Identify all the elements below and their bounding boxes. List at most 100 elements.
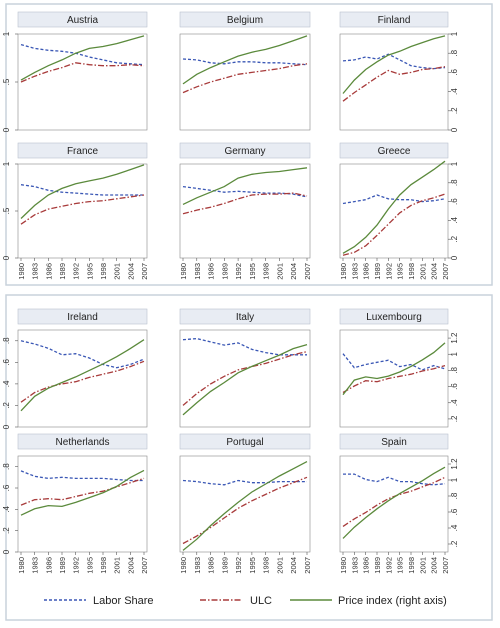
left-tick-label-ireland-1: .2 [2, 402, 11, 409]
plot-area-finland [339, 33, 449, 131]
x-tick-label-portugal-6: 1998 [262, 557, 271, 574]
plot-area-germany [179, 163, 311, 259]
panel-title-strip-luxembourg [339, 308, 449, 325]
panel-title-portugal: Portugal [226, 437, 263, 448]
panel-netherlands: Netherlands 0 .2 .4 .6 .8 1980 1983 1986 1989 1992… [2, 433, 149, 574]
panel-title-strip-spain [339, 433, 449, 450]
x-tick-label-netherlands-3: 1989 [58, 557, 67, 574]
series-line-price-index-italy [182, 343, 308, 416]
x-tick-label-portugal-9: 2007 [303, 557, 312, 574]
x-tick-label-greece-4: 1992 [384, 263, 393, 280]
x-tick-label-germany-4: 1992 [234, 263, 243, 280]
left-tick-label-ireland-2: .4 [2, 380, 11, 387]
panel-title-strip-belgium [179, 11, 311, 28]
x-tick-label-germany-3: 1989 [220, 263, 229, 280]
panel-ireland: Ireland 0 .2 .4 .6 .8 [2, 308, 148, 429]
series-line-price-index-germany [182, 167, 308, 205]
left-tick-label-netherlands-3: .6 [2, 484, 11, 491]
x-tick-label-portugal-7: 2001 [275, 557, 284, 574]
right-tick-label-greece-3: .6 [450, 198, 459, 205]
series-line-ulc-netherlands [20, 477, 145, 506]
series-line-labor-share-ireland [20, 340, 145, 369]
series-line-labor-share-belgium [182, 58, 308, 66]
left-tick-label-austria-0: 0 [2, 127, 11, 132]
right-tick-label-luxembourg-3: .8 [450, 367, 459, 374]
panel-title-strip-austria [17, 11, 148, 28]
x-tick-label-france-9: 2007 [140, 263, 149, 280]
x-tick-label-spain-4: 1992 [384, 557, 393, 574]
panel-title-austria: Austria [67, 15, 99, 26]
panel-title-strip-finland [339, 11, 449, 28]
x-tick-label-portugal-0: 1980 [179, 557, 188, 574]
left-tick-label-france-2: 1 [2, 161, 11, 166]
x-tick-label-greece-2: 1986 [362, 263, 371, 280]
x-tick-label-greece-0: 1980 [339, 263, 348, 280]
series-line-labor-share-luxembourg [342, 353, 446, 371]
x-tick-label-greece-3: 1989 [373, 263, 382, 280]
series-line-ulc-italy [182, 350, 308, 406]
panel-greece: Greece 0 .2 .4 .6 .8 1 1980 1983 1986 1989 1992 1995… [339, 142, 459, 280]
series-line-price-index-luxembourg [342, 342, 446, 396]
series-line-labor-share-greece [342, 194, 446, 205]
plot-area-austria [17, 33, 148, 131]
left-tick-label-netherlands-2: .4 [2, 505, 11, 512]
left-tick-label-france-1: .5 [2, 207, 11, 214]
legend: Labor Share ULC Price index (right axis) [44, 595, 447, 607]
x-tick-label-portugal-8: 2004 [289, 557, 298, 574]
x-tick-label-spain-7: 2001 [418, 557, 427, 574]
series-line-ulc-finland [342, 65, 446, 102]
panel-title-strip-netherlands [17, 433, 148, 450]
right-tick-label-spain-2: .6 [450, 508, 459, 515]
panel-italy: Italy [179, 308, 311, 428]
right-tick-label-spain-1: .4 [450, 524, 459, 531]
panel-title-luxembourg: Luxembourg [366, 312, 422, 323]
panel-portugal: Portugal 1980 1983 1986 1989 1992 1995 1998 2001… [179, 433, 312, 574]
x-tick-label-spain-0: 1980 [339, 557, 348, 574]
series-line-ulc-ireland [20, 360, 145, 403]
right-tick-label-finland-1: .2 [450, 107, 459, 114]
series-line-ulc-greece [342, 193, 446, 256]
x-tick-label-spain-9: 2007 [441, 557, 450, 574]
x-tick-label-netherlands-1: 1983 [31, 557, 40, 574]
plot-area-netherlands [17, 455, 148, 553]
x-tick-label-netherlands-8: 2004 [126, 557, 135, 574]
left-tick-label-netherlands-0: 0 [2, 549, 11, 554]
series-line-price-index-ireland [20, 339, 145, 412]
right-tick-label-finland-5: 1 [450, 31, 459, 36]
x-tick-label-france-2: 1986 [44, 263, 53, 280]
legend-label-labor-share: Labor Share [93, 595, 154, 607]
series-line-ulc-austria [20, 62, 145, 83]
panel-title-france: France [67, 146, 99, 157]
left-tick-label-austria-2: 1 [2, 31, 11, 36]
x-tick-label-spain-3: 1989 [373, 557, 382, 574]
right-tick-label-luxembourg-4: 1 [450, 351, 459, 356]
panel-france: France 0 .5 1 1980 1983 1986 1989 1992 1995 1998 20… [2, 142, 149, 280]
series-line-labor-share-france [20, 184, 144, 196]
right-tick-label-finland-4: .8 [450, 49, 459, 56]
panel-title-spain: Spain [381, 437, 407, 448]
x-tick-label-portugal-1: 1983 [193, 557, 202, 574]
series-line-labor-share-spain [343, 473, 446, 486]
x-tick-label-france-7: 2001 [113, 263, 122, 280]
x-tick-label-portugal-5: 1995 [248, 557, 257, 574]
series-line-price-index-france [20, 164, 145, 219]
plot-area-ireland [17, 329, 148, 428]
x-tick-label-spain-5: 1995 [396, 557, 405, 574]
right-tick-label-greece-2: .4 [450, 217, 459, 224]
panel-title-germany: Germany [224, 146, 265, 157]
x-tick-label-france-8: 2004 [126, 263, 135, 280]
x-tick-label-france-4: 1992 [72, 263, 81, 280]
x-tick-label-germany-6: 1998 [262, 263, 271, 280]
x-tick-label-germany-5: 1995 [248, 263, 257, 280]
series-line-labor-share-finland [342, 53, 446, 70]
x-tick-label-germany-8: 2004 [289, 263, 298, 280]
legend-label-ulc: ULC [250, 595, 272, 607]
x-tick-label-germany-2: 1986 [207, 263, 216, 280]
x-tick-label-france-0: 1980 [17, 263, 26, 280]
panel-title-belgium: Belgium [227, 15, 263, 26]
x-tick-label-netherlands-6: 1998 [99, 557, 108, 574]
x-tick-label-germany-9: 2007 [303, 263, 312, 280]
left-tick-label-ireland-3: .6 [2, 358, 11, 365]
series-line-price-index-spain [342, 466, 446, 539]
right-tick-label-greece-5: 1 [450, 161, 459, 166]
